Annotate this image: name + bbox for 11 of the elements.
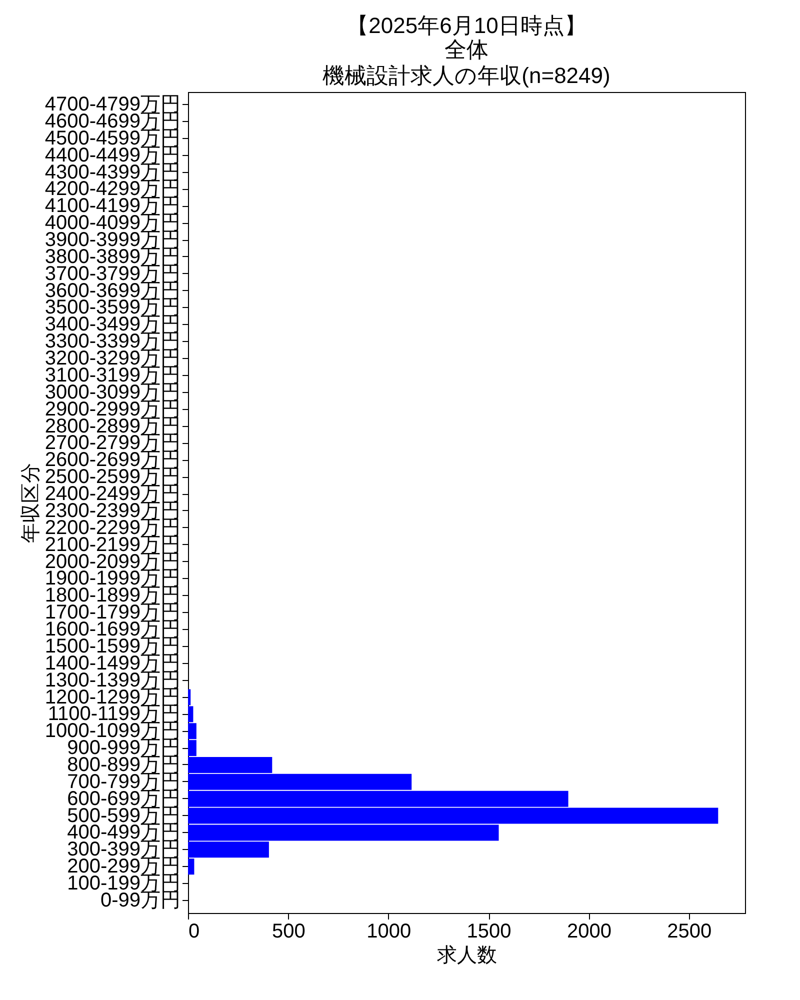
y-axis-title: 年収区分 — [20, 463, 42, 543]
x-tick-label: 2500 — [667, 920, 712, 942]
chart-subtitle: 全体 — [444, 37, 488, 62]
x-axis-title: 求人数 — [437, 944, 497, 966]
x-tick-label: 1000 — [366, 920, 412, 942]
x-tick-label: 0 — [188, 920, 200, 942]
x-tick-label: 2000 — [566, 920, 612, 942]
x-tick-label: 1500 — [466, 920, 512, 942]
text: 機械設計求人の年収(n=8249) — [322, 63, 610, 88]
chart-title: 【2025年6月10日時点】 — [346, 13, 586, 38]
x-tick-label: 500 — [272, 920, 306, 942]
